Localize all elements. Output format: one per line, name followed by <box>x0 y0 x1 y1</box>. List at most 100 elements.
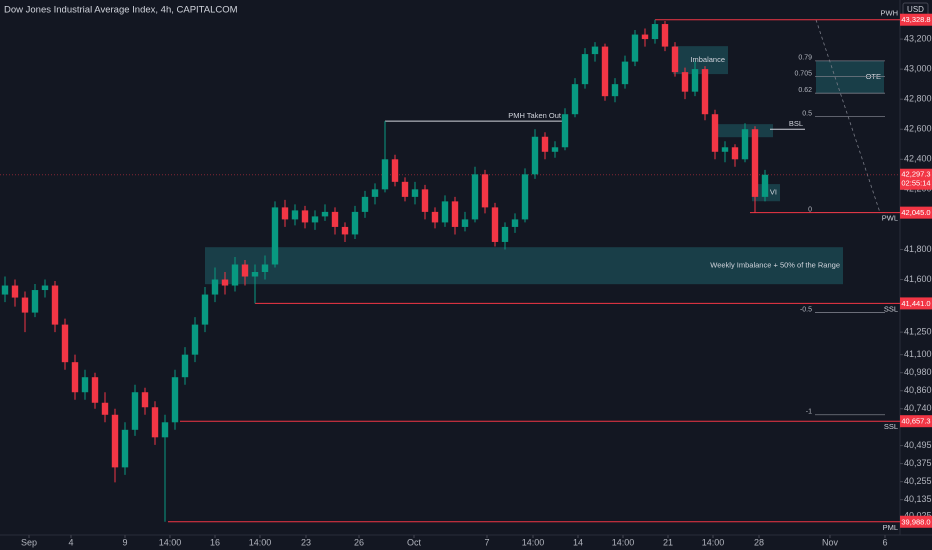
candle-body <box>331 211 339 227</box>
candle-body <box>481 174 489 208</box>
candle-body <box>631 34 639 62</box>
candle-body <box>701 69 709 115</box>
x-tick-label: 14 <box>573 537 583 547</box>
candle-body <box>111 414 119 468</box>
y-tick-label: 40,025.0 <box>904 511 932 521</box>
y-tick-label: 41,100.0 <box>904 349 932 359</box>
y-tick-label: 41,250.0 <box>904 326 932 336</box>
x-tick-label: 14:00 <box>612 537 635 547</box>
x-tick-label: 14:00 <box>522 537 545 547</box>
candle-body <box>361 196 369 212</box>
x-tick-label: 14:00 <box>249 537 272 547</box>
y-tick-label: 40,135.0 <box>904 494 932 504</box>
level-label: SSL <box>884 422 898 431</box>
candle-body <box>561 114 569 148</box>
price-badge <box>900 13 932 26</box>
x-tick-label: 16 <box>210 537 220 547</box>
candle-body <box>601 46 609 97</box>
fib-label: 0.5 <box>802 110 812 117</box>
x-tick-label: 7 <box>484 537 489 547</box>
candle-body <box>261 264 269 273</box>
candle-body <box>521 174 529 220</box>
y-tick-label: 42,800.0 <box>904 94 932 104</box>
candle-body <box>451 201 459 227</box>
candle-body <box>121 429 129 468</box>
candle-body <box>231 264 239 286</box>
price-badge <box>900 415 932 428</box>
candle-body <box>161 422 169 438</box>
currency-label[interactable]: USD <box>907 5 924 14</box>
candle-body <box>691 69 699 92</box>
y-tick-label: 40,860.0 <box>904 385 932 395</box>
level-label: PWL <box>882 214 898 223</box>
x-tick-label: 6 <box>882 537 887 547</box>
price-badge <box>900 297 932 310</box>
y-tick-label: 41,800.0 <box>904 244 932 254</box>
x-tick-label: 26 <box>354 537 364 547</box>
zone-label: VI <box>770 188 777 197</box>
y-tick-label: 40,740.0 <box>904 403 932 413</box>
y-tick-label: 40,980.0 <box>904 367 932 377</box>
candle-body <box>471 174 479 220</box>
x-tick-label: Sep <box>21 537 37 547</box>
candle-body <box>401 181 409 197</box>
price-badge <box>900 206 932 219</box>
y-tick-label: 41,600.0 <box>904 274 932 284</box>
candle-body <box>421 189 429 212</box>
chart-title: Dow Jones Industrial Average Index, 4h, … <box>4 5 238 16</box>
x-tick-label: 14:00 <box>702 537 725 547</box>
candle-body <box>221 279 229 286</box>
candle-body <box>241 264 249 277</box>
candle-body <box>591 46 599 55</box>
candle-body <box>301 210 309 223</box>
y-tick-label: 40,255.0 <box>904 476 932 486</box>
y-tick-label: 43,200.0 <box>904 33 932 43</box>
candle-body <box>391 159 399 182</box>
projection-line <box>815 19 881 213</box>
current-price-badge <box>900 168 932 190</box>
candle-body <box>151 407 159 438</box>
price-badge-label: 39,988.0 <box>901 517 930 526</box>
candle-body <box>351 211 359 235</box>
candle-body <box>581 54 589 85</box>
candle-body <box>721 147 729 152</box>
candle-body <box>41 285 49 291</box>
y-tick-label: 43,000.0 <box>904 64 932 74</box>
x-tick-label: 4 <box>68 537 73 547</box>
candle-body <box>51 285 59 325</box>
candle-body <box>291 210 299 220</box>
candle-body <box>571 84 579 115</box>
candle-body <box>191 324 199 355</box>
plot: Imbalance Weekly Imbalance + 50% of the R… <box>0 9 900 532</box>
candle-body <box>531 136 539 175</box>
candle-body <box>551 147 559 152</box>
y-tick-label: 42,400.0 <box>904 154 932 164</box>
candle-body <box>271 207 279 265</box>
price-badge-label: 40,657.3 <box>901 417 930 426</box>
x-tick-label: 21 <box>663 537 673 547</box>
candle-body <box>671 46 679 73</box>
fib-label: -0.5 <box>800 306 812 313</box>
candle-body <box>731 147 739 160</box>
candle-body <box>681 72 689 92</box>
candle-body <box>411 189 419 197</box>
zone-label: Imbalance <box>690 55 725 64</box>
fib-label: 0.79 <box>798 55 812 62</box>
x-tick-label: 9 <box>122 537 127 547</box>
candle-body <box>181 354 189 378</box>
y-tick-label: 40,495.0 <box>904 440 932 450</box>
y-tick-label: 42,600.0 <box>904 124 932 134</box>
fib-label: 0.705 <box>794 70 812 77</box>
candle-body <box>1 285 9 295</box>
candle-body <box>741 129 749 160</box>
candle-body <box>91 377 99 403</box>
candle-body <box>381 159 389 190</box>
candle-body <box>141 392 149 408</box>
x-tick-label: Oct <box>407 537 422 547</box>
candle-body <box>171 377 179 423</box>
candle-body <box>321 211 329 217</box>
zone-label: Weekly Imbalance + 50% of the Range <box>710 261 840 270</box>
current-price-label: 42,297.3 <box>901 170 930 179</box>
